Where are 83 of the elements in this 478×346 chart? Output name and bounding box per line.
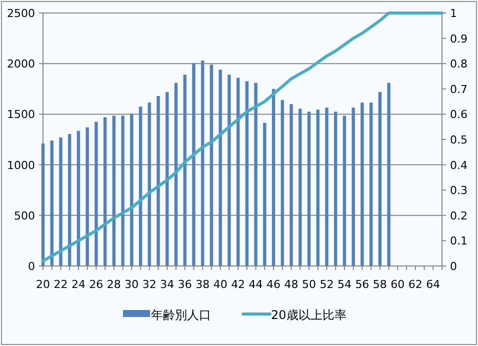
x-tick-label: 50 [302, 278, 316, 291]
bar [68, 134, 72, 266]
bar [334, 112, 338, 266]
bar [263, 122, 266, 266]
bar [254, 82, 258, 266]
bar [352, 108, 355, 266]
bar [121, 116, 124, 266]
y-tick-label: 1000 [7, 158, 35, 172]
x-tick-label: 58 [372, 278, 387, 291]
y2-tick-label: 0.9 [450, 32, 468, 46]
bar [192, 63, 196, 266]
bar [156, 96, 160, 266]
y-tick-label: 1500 [7, 108, 35, 122]
bar [103, 117, 107, 266]
bar [280, 100, 284, 266]
x-tick-label: 42 [231, 278, 246, 291]
bar [86, 127, 89, 266]
line-series [42, 12, 444, 262]
bar [342, 116, 346, 266]
bar [50, 140, 54, 266]
x-tick-label: 32 [142, 278, 156, 291]
x-tick-label: 44 [248, 278, 263, 291]
bar [41, 144, 45, 266]
y2-tick-label: 1 [450, 7, 457, 20]
bar [183, 74, 186, 266]
bar [94, 122, 98, 266]
bar [360, 102, 364, 266]
bar [290, 104, 293, 266]
bar [218, 70, 222, 266]
x-tick-label: 28 [106, 278, 121, 291]
bar [130, 114, 134, 266]
x-tick-label: 52 [320, 278, 334, 291]
bar [228, 74, 231, 266]
x-tick-label: 20 [36, 278, 50, 291]
y2-tick-label: 0.5 [450, 134, 468, 146]
x-tick-label: 54 [337, 278, 352, 291]
x-tick-label: 38 [196, 278, 210, 291]
y2-tick-label: 0.3 [450, 184, 468, 198]
y-tick-label: 2000 [7, 58, 35, 71]
bar [272, 88, 276, 266]
y2-tick-label: 0.1 [450, 234, 468, 248]
x-tick-label: 30 [124, 278, 139, 291]
bar [387, 82, 390, 266]
y-tick-label: 500 [14, 209, 35, 222]
y2-tick-label: 0.6 [450, 108, 468, 122]
y2-tick-label: 0.7 [450, 82, 468, 96]
bar [210, 64, 214, 266]
x-tick-label: 40 [213, 278, 228, 291]
bar [76, 130, 80, 266]
x-tick-label: 34 [160, 278, 174, 291]
x-tick-label: 26 [89, 278, 104, 291]
x-tick-label: 62 [408, 278, 422, 291]
bar [166, 92, 169, 266]
bar [112, 116, 116, 266]
legend-label: 20歳以上比率 [271, 308, 346, 322]
x-tick-label: 36 [178, 278, 192, 291]
x-tick-label: 64 [426, 278, 440, 291]
bar [138, 106, 142, 266]
x-tick-label: 22 [54, 278, 68, 291]
bar [236, 78, 240, 266]
legend-label: 年齢別人口 [151, 308, 211, 322]
y-tick-label: 2500 [7, 7, 35, 20]
bar [307, 112, 311, 266]
y2-tick-label: 0.4 [450, 158, 468, 172]
y-tick-label: 0 [28, 260, 35, 273]
bar [316, 110, 320, 266]
bar [148, 102, 151, 266]
y2-tick-label: 0.2 [450, 209, 468, 222]
y2-tick-label: 0 [450, 260, 457, 273]
bar [201, 60, 204, 266]
bar [245, 81, 249, 266]
x-tick-label: 48 [284, 278, 298, 291]
bar [369, 102, 373, 266]
bar [174, 82, 178, 266]
x-tick-label: 56 [355, 278, 370, 291]
bar [298, 108, 302, 266]
x-tick-label: 46 [266, 278, 281, 291]
bar [378, 92, 382, 266]
y2-tick-label: 0.8 [450, 58, 468, 71]
x-tick-label: 60 [390, 278, 405, 291]
bar [59, 137, 62, 266]
bar [325, 108, 328, 266]
x-tick-label: 24 [71, 278, 86, 291]
